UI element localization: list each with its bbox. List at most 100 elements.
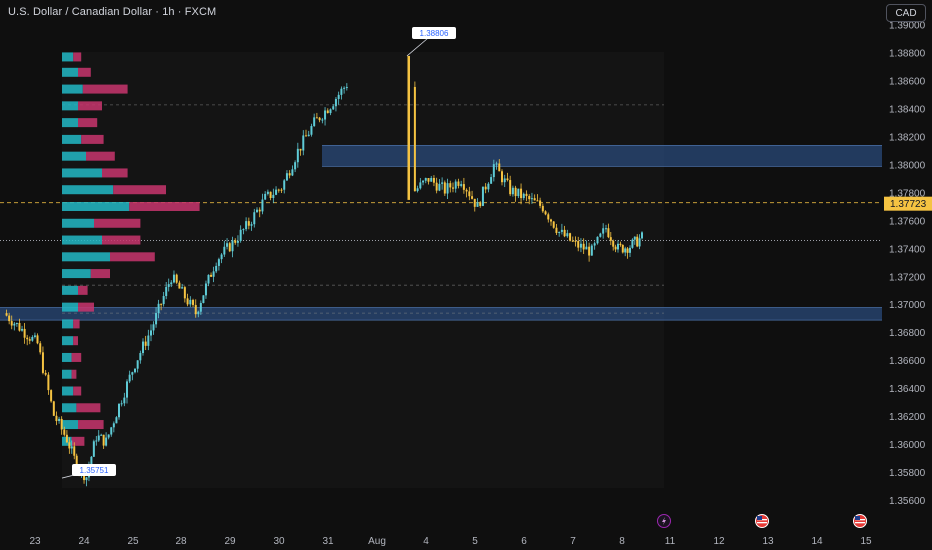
time-tick-label: 30 xyxy=(273,536,285,547)
candle-body xyxy=(23,328,26,338)
candle-body xyxy=(5,313,8,316)
candle-body xyxy=(189,299,192,305)
candle-body xyxy=(614,246,617,250)
candle-body xyxy=(492,164,495,178)
candle-body xyxy=(454,181,457,189)
candle-body xyxy=(123,397,126,404)
candle-body xyxy=(441,182,444,184)
candle-body xyxy=(503,178,506,183)
candle-body xyxy=(624,248,627,253)
candle-body xyxy=(31,336,34,341)
candle-body xyxy=(223,246,226,255)
candle-body xyxy=(617,243,619,250)
candle-body xyxy=(520,188,523,199)
candle-body xyxy=(157,303,160,314)
candle-body xyxy=(449,183,452,188)
candle-body xyxy=(582,243,585,250)
candle-body xyxy=(33,335,36,337)
candle-body xyxy=(465,189,468,192)
candle-body xyxy=(334,98,337,107)
candle-body xyxy=(245,221,248,230)
candle-body xyxy=(110,427,113,435)
candle-body xyxy=(8,315,11,322)
vp-up-bar-5 xyxy=(62,134,82,144)
session-low-callout-label: 1.35751 xyxy=(80,466,109,475)
candle-body xyxy=(438,183,441,191)
candle-body xyxy=(607,228,610,238)
price-tick-label: 1.38800 xyxy=(889,49,926,60)
vp-up-bar-20 xyxy=(62,386,74,396)
candles xyxy=(5,55,643,487)
candle-body xyxy=(509,180,512,195)
currency-button[interactable]: CAD xyxy=(886,4,926,22)
zone-0 xyxy=(322,145,882,167)
candle-body xyxy=(275,189,278,195)
price-tick-label: 1.37600 xyxy=(889,216,926,227)
candle-body xyxy=(495,163,498,165)
candle-body xyxy=(558,231,561,233)
flag-stripe xyxy=(757,522,767,524)
candle-body xyxy=(337,94,340,99)
vp-up-bar-3 xyxy=(62,101,78,111)
price-tick-label: 1.38000 xyxy=(889,160,926,171)
candle-body xyxy=(588,246,591,256)
candle-body xyxy=(619,243,622,245)
symbol-title[interactable]: U.S. Dollar / Canadian Dollar · 1h · FXC… xyxy=(8,6,217,18)
candle-body xyxy=(457,181,460,186)
candle-body xyxy=(599,233,602,237)
time-axis[interactable]: 23 24 25 28 29 30 31 Aug 4 5 6 7 8 11 12 13 14 15 xyxy=(29,536,872,547)
candle-body xyxy=(107,434,110,438)
price-tick-label: 1.37000 xyxy=(889,300,926,311)
candle-body xyxy=(285,173,288,181)
vp-up-bar-22 xyxy=(62,420,78,430)
candle-body xyxy=(294,162,297,170)
candle-body xyxy=(555,227,558,233)
candle-body xyxy=(60,418,63,430)
candle-body xyxy=(280,189,283,191)
candle-body xyxy=(131,372,134,375)
event-markers[interactable] xyxy=(657,514,867,528)
candle-body xyxy=(105,437,108,446)
candle-body xyxy=(585,246,588,250)
price-axis[interactable]: 1.39000 1.38800 1.38600 1.38400 1.38200 1.380… xyxy=(884,21,932,507)
time-tick-label: 14 xyxy=(811,536,823,547)
vp-down-bar-3 xyxy=(78,101,102,111)
time-tick-label: 13 xyxy=(762,536,774,547)
vp-down-bar-17 xyxy=(73,336,78,346)
candle-body xyxy=(228,243,231,252)
candle-body xyxy=(207,274,210,284)
time-tick-label: 24 xyxy=(78,536,90,547)
candle-body xyxy=(277,189,280,191)
candle-body xyxy=(162,296,165,305)
supply-demand-zones xyxy=(0,144,882,321)
candle-body xyxy=(609,237,612,241)
candle-body xyxy=(313,117,316,127)
candle-body xyxy=(579,243,582,248)
candle-body xyxy=(560,229,563,232)
price-tick-label: 1.37800 xyxy=(889,188,926,199)
candle-body xyxy=(569,233,572,241)
candle-body xyxy=(172,274,175,283)
flag-stripe xyxy=(855,522,865,524)
time-tick-label: 4 xyxy=(423,536,429,547)
candle-body xyxy=(102,434,105,446)
vp-down-bar-16 xyxy=(73,319,80,329)
candle-body xyxy=(626,248,629,253)
candle-body xyxy=(407,55,410,200)
candle-body xyxy=(144,341,147,346)
price-tick-label: 1.39000 xyxy=(889,21,926,32)
price-tick-label: 1.35600 xyxy=(889,496,926,507)
candle-body xyxy=(443,182,446,194)
candle-body xyxy=(15,322,18,324)
candle-body xyxy=(55,415,58,422)
candle-body xyxy=(266,191,269,194)
candle-body xyxy=(152,324,155,331)
vp-down-bar-22 xyxy=(78,420,104,430)
candle-body xyxy=(136,360,139,369)
candle-body xyxy=(120,403,123,405)
candle-body xyxy=(264,193,267,200)
candle-body xyxy=(473,198,476,207)
candle-body xyxy=(638,238,641,247)
vp-down-bar-2 xyxy=(82,84,128,94)
